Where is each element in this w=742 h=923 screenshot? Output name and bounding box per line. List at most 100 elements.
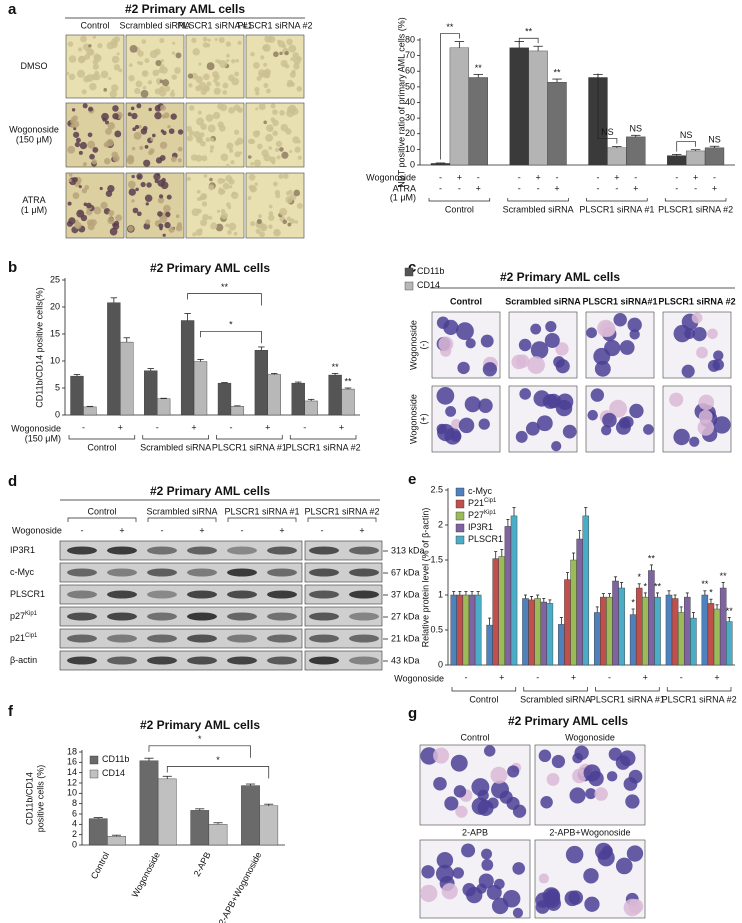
- cell: [478, 418, 490, 430]
- y-tick-label: 6: [72, 808, 77, 818]
- cell: [233, 231, 238, 236]
- protein-label-sup: Cip1: [25, 633, 38, 639]
- cell: [273, 51, 279, 58]
- blot-band: [67, 546, 97, 555]
- treatment-sign: -: [458, 183, 461, 193]
- treatment-label: (150 μM): [25, 433, 61, 443]
- error-bar: [649, 564, 653, 571]
- cell: [265, 88, 271, 94]
- significance-label: NS: [630, 124, 643, 134]
- size-label: 43 kDa: [391, 655, 420, 665]
- cell: [569, 787, 586, 804]
- cell: [512, 907, 524, 918]
- cell: [198, 228, 203, 233]
- cell: [103, 157, 111, 165]
- y-tick-label: 8: [72, 798, 77, 808]
- cell: [264, 35, 273, 43]
- micrograph: [65, 34, 125, 99]
- x-tick-label: -: [82, 422, 85, 432]
- row-label: (1 μM): [21, 205, 47, 215]
- micrograph: [185, 172, 245, 239]
- cell: [158, 194, 164, 199]
- error-bar: [530, 596, 534, 600]
- group-bracket: [216, 435, 283, 440]
- cell: [273, 181, 278, 187]
- error-bar: [476, 591, 480, 595]
- cell: [669, 392, 684, 407]
- error-bar: [500, 549, 504, 557]
- error-bar: [454, 41, 465, 48]
- panel-letter: b: [8, 259, 17, 276]
- cell: [145, 202, 149, 206]
- y-tick-label: 12: [67, 777, 77, 787]
- bar: [498, 556, 506, 666]
- significance-label: **: [701, 579, 709, 589]
- column-label: Control: [80, 20, 109, 30]
- cell: [445, 405, 457, 417]
- significance-label: **: [726, 606, 734, 616]
- protein-label-main: c-Myc: [10, 567, 34, 577]
- cell: [249, 185, 257, 193]
- cell: [625, 794, 640, 809]
- cell: [697, 419, 714, 436]
- cell: [268, 214, 275, 221]
- error-bar: [506, 519, 510, 527]
- cell: [77, 47, 83, 52]
- blot-band: [267, 634, 297, 643]
- cell: [197, 208, 202, 214]
- cell: [289, 149, 293, 153]
- cell: [157, 179, 165, 187]
- cell: [256, 218, 262, 225]
- x-tick-label: -: [229, 422, 232, 432]
- cell: [512, 862, 526, 875]
- group-label: PLSCR1 siRNA #2: [286, 442, 361, 452]
- cell: [126, 156, 135, 165]
- legend-swatch: [404, 267, 414, 277]
- bar: [510, 515, 518, 666]
- error-bar: [144, 757, 154, 761]
- comparison-bracket: [187, 293, 262, 306]
- cell: [530, 341, 549, 359]
- cell: [131, 174, 135, 179]
- y-tick-label: 30: [405, 113, 415, 123]
- y-tick-label: 60: [405, 66, 415, 76]
- x-tick-label: +: [265, 422, 270, 432]
- cell: [207, 124, 216, 133]
- y-tick-label: 0: [410, 159, 415, 169]
- blot-band: [349, 546, 379, 555]
- cell: [452, 867, 464, 879]
- treatment-label: Wogonoside: [12, 525, 62, 535]
- cell: [84, 53, 91, 60]
- cell: [77, 69, 85, 78]
- cell: [72, 176, 78, 183]
- cell: [191, 37, 197, 43]
- column-label: PLSCR1 siRNA#1: [582, 296, 657, 306]
- cell: [112, 222, 117, 227]
- bar: [430, 163, 451, 166]
- significance-label: **: [648, 553, 656, 563]
- cell: [109, 90, 117, 98]
- blot-band: [107, 634, 137, 643]
- bar: [667, 155, 687, 166]
- x-tick-label: Wogonoside: [130, 850, 162, 899]
- significance-bracket: [676, 141, 696, 152]
- cell: [135, 187, 139, 192]
- error-bar: [213, 822, 223, 825]
- micrograph: [125, 172, 185, 239]
- blot-band: [147, 568, 177, 577]
- group-label: PLSCR1 siRNA #1: [590, 694, 665, 704]
- error-bar: [147, 368, 154, 371]
- error-bar: [601, 593, 605, 598]
- cell: [203, 174, 208, 178]
- micrograph: [245, 34, 305, 99]
- error-bar: [655, 592, 660, 598]
- cell: [196, 189, 201, 194]
- blot-band: [107, 612, 137, 621]
- cell: [87, 140, 96, 149]
- treatment-sign: -: [694, 183, 697, 193]
- x-tick-label: +: [191, 422, 196, 432]
- cell: [200, 219, 208, 227]
- cell: [200, 140, 206, 147]
- cell: [157, 81, 161, 85]
- cell: [68, 178, 72, 183]
